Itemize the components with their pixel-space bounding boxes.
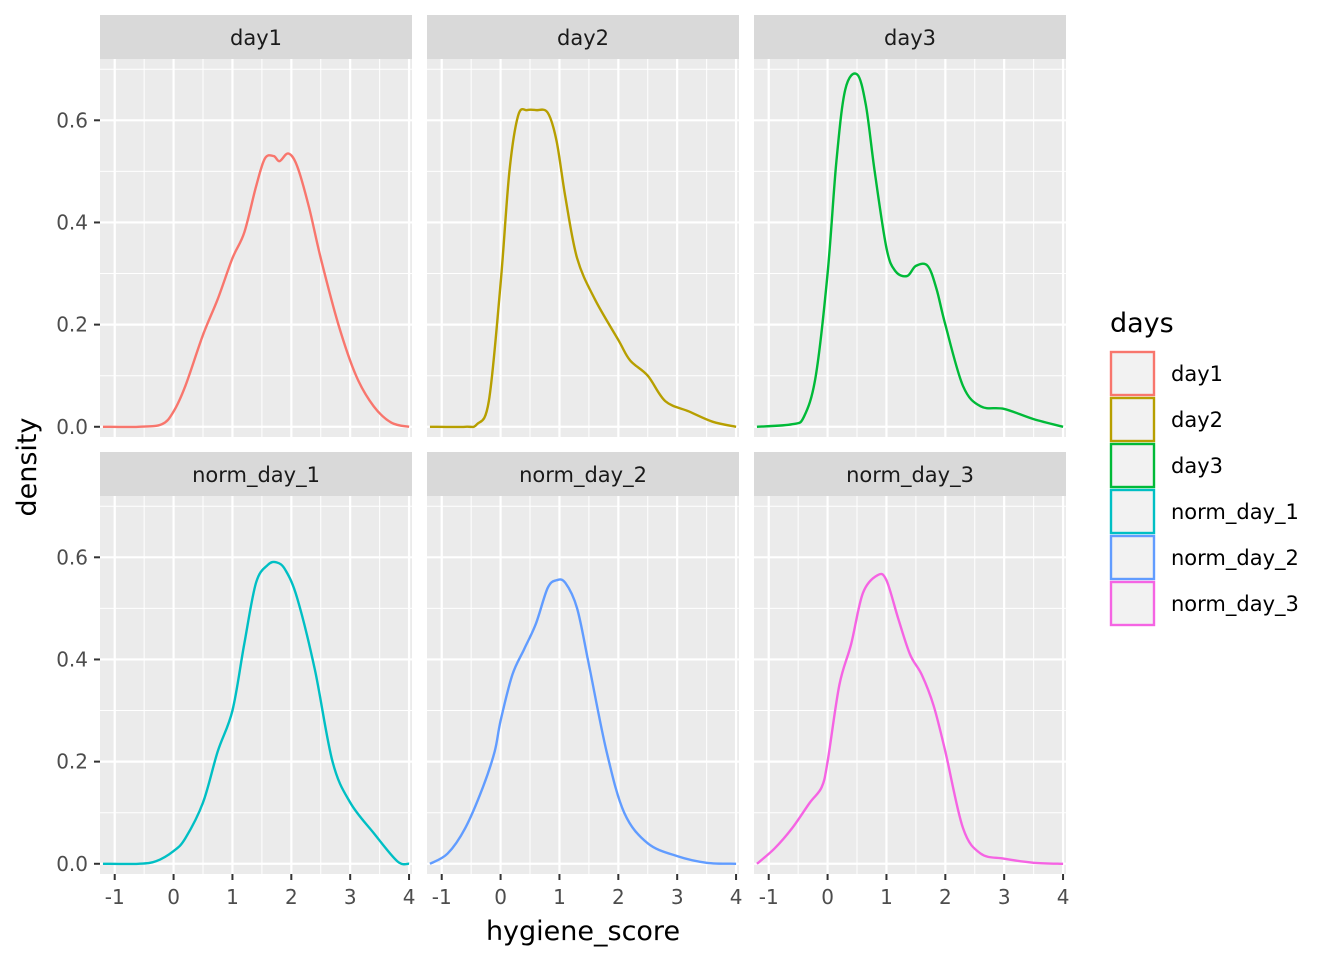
density-line-norm_day_3 bbox=[756, 572, 1064, 865]
x-tick-label: 1 bbox=[880, 885, 893, 909]
legend-label: day3 bbox=[1171, 454, 1223, 478]
x-tick-label: 2 bbox=[285, 885, 298, 909]
x-tick-label: 0 bbox=[821, 885, 834, 909]
legend-title: days bbox=[1110, 308, 1174, 339]
density-line-norm_day_1 bbox=[102, 560, 410, 866]
y-tick-label: 0.0 bbox=[56, 852, 88, 876]
axes: 0.0 0.2 0.4 0.6 0.0 0.2 0.4 0.6 -1 0 1 2 3 4 -1 0 1 2 3 4 -1… bbox=[56, 108, 1069, 909]
x-axis-title: hygiene_score bbox=[486, 916, 680, 947]
legend-key bbox=[1109, 488, 1156, 535]
legend-item-norm_day_3: norm_day_3 bbox=[1109, 580, 1299, 627]
legend-key bbox=[1109, 534, 1156, 581]
legend-item-day2: day2 bbox=[1109, 396, 1223, 443]
y-tick-label: 0.6 bbox=[56, 108, 88, 132]
x-tick-label: 4 bbox=[1057, 885, 1070, 909]
facet-panels: day1 day2 day3 norm_day_1 norm_day_2 norm_day… bbox=[100, 15, 1066, 874]
x-tick-label: 2 bbox=[612, 885, 625, 909]
legend-items: day1 day2 day3 norm_day_1 norm_day_2 norm_day… bbox=[1109, 350, 1299, 627]
legend-key bbox=[1109, 442, 1156, 489]
y-tick-label: 0.2 bbox=[56, 750, 88, 774]
panel-day3: day3 bbox=[754, 15, 1066, 437]
strip-background bbox=[427, 15, 739, 59]
panel-day2: day2 bbox=[427, 15, 739, 437]
legend-key bbox=[1109, 350, 1156, 397]
x-tick-label: 1 bbox=[553, 885, 566, 909]
y-tick-label: 0.2 bbox=[56, 313, 88, 337]
y-tick-label: 0.4 bbox=[56, 647, 88, 671]
density-line-day3 bbox=[756, 72, 1064, 428]
x-tick-label: 3 bbox=[998, 885, 1011, 909]
strip-label: day3 bbox=[884, 26, 936, 50]
legend-label: norm_day_1 bbox=[1171, 500, 1299, 525]
panel-norm_day_3: norm_day_3 bbox=[754, 452, 1066, 874]
density-line-norm_day_2 bbox=[429, 578, 737, 865]
strip-label: norm_day_2 bbox=[519, 463, 647, 488]
legend-label: day1 bbox=[1171, 362, 1223, 386]
plot-background bbox=[754, 59, 1066, 437]
density-line-day2 bbox=[429, 107, 737, 429]
legend-key bbox=[1109, 580, 1156, 627]
strip-label: day1 bbox=[230, 26, 282, 50]
y-tick-label: 0.6 bbox=[56, 545, 88, 569]
y-axis-title: density bbox=[12, 417, 43, 516]
plot-background bbox=[100, 496, 412, 874]
x-tick-label: -1 bbox=[759, 885, 779, 909]
x-tick-label: -1 bbox=[432, 885, 452, 909]
strip-label: norm_day_1 bbox=[192, 463, 320, 488]
x-tick-label: 4 bbox=[730, 885, 743, 909]
x-tick-label: 4 bbox=[403, 885, 416, 909]
legend-label: day2 bbox=[1171, 408, 1223, 432]
legend-label: norm_day_3 bbox=[1171, 592, 1299, 617]
legend-item-norm_day_1: norm_day_1 bbox=[1109, 488, 1299, 535]
strip-background bbox=[754, 15, 1066, 59]
plot-background bbox=[427, 496, 739, 874]
strip-background bbox=[427, 452, 739, 496]
x-tick-label: 3 bbox=[671, 885, 684, 909]
panel-norm_day_2: norm_day_2 bbox=[427, 452, 739, 874]
panel-day1: day1 bbox=[100, 15, 412, 437]
strip-background bbox=[754, 452, 1066, 496]
plot-background bbox=[427, 59, 739, 437]
legend-item-day3: day3 bbox=[1109, 442, 1223, 489]
legend-key bbox=[1109, 396, 1156, 443]
x-tick-label: 3 bbox=[344, 885, 357, 909]
strip-background bbox=[100, 15, 412, 59]
x-tick-label: 0 bbox=[167, 885, 180, 909]
x-tick-label: 0 bbox=[494, 885, 507, 909]
plot-background bbox=[754, 496, 1066, 874]
strip-background bbox=[100, 452, 412, 496]
plot-background bbox=[100, 59, 412, 437]
density-line-day1 bbox=[102, 152, 410, 429]
y-tick-label: 0.4 bbox=[56, 210, 88, 234]
strip-label: norm_day_3 bbox=[846, 463, 974, 488]
x-tick-label: -1 bbox=[105, 885, 125, 909]
legend-label: norm_day_2 bbox=[1171, 546, 1299, 571]
strip-label: day2 bbox=[557, 26, 609, 50]
legend-item-day1: day1 bbox=[1109, 350, 1223, 397]
panel-norm_day_1: norm_day_1 bbox=[100, 452, 412, 874]
y-tick-label: 0.0 bbox=[56, 415, 88, 439]
x-tick-label: 2 bbox=[939, 885, 952, 909]
legend: days day1 day2 day3 norm_day_1 norm_day_2nor… bbox=[1109, 308, 1299, 627]
legend-item-norm_day_2: norm_day_2 bbox=[1109, 534, 1299, 581]
x-tick-label: 1 bbox=[226, 885, 239, 909]
